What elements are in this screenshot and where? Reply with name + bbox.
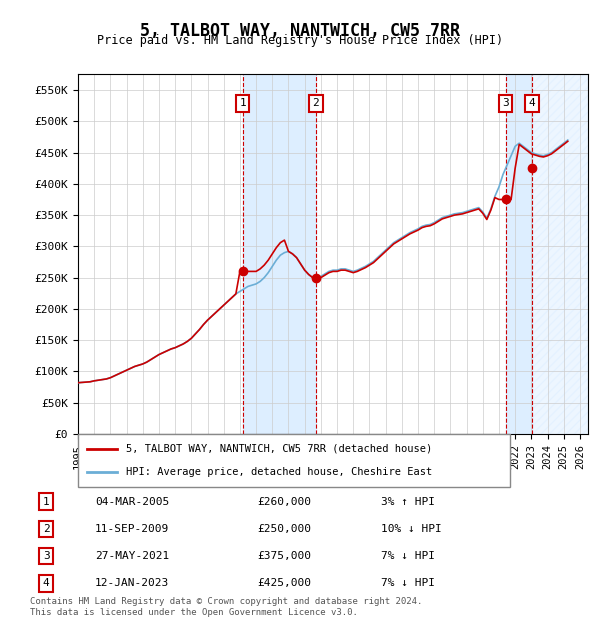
Text: £260,000: £260,000: [257, 497, 311, 507]
Text: Contains HM Land Registry data © Crown copyright and database right 2024.
This d: Contains HM Land Registry data © Crown c…: [30, 598, 422, 617]
Text: 3: 3: [502, 98, 509, 108]
Text: 4: 4: [43, 578, 50, 588]
Text: 3% ↑ HPI: 3% ↑ HPI: [381, 497, 435, 507]
Text: 3: 3: [43, 551, 50, 561]
Text: 27-MAY-2021: 27-MAY-2021: [95, 551, 169, 561]
Text: 1: 1: [43, 497, 50, 507]
Text: 1: 1: [239, 98, 246, 108]
Text: 10% ↓ HPI: 10% ↓ HPI: [381, 524, 442, 534]
Bar: [506, 74, 532, 434]
Text: Price paid vs. HM Land Registry's House Price Index (HPI): Price paid vs. HM Land Registry's House …: [97, 34, 503, 47]
Text: 7% ↓ HPI: 7% ↓ HPI: [381, 578, 435, 588]
Text: £375,000: £375,000: [257, 551, 311, 561]
Text: 12-JAN-2023: 12-JAN-2023: [95, 578, 169, 588]
Text: 11-SEP-2009: 11-SEP-2009: [95, 524, 169, 534]
Text: 4: 4: [529, 98, 535, 108]
FancyBboxPatch shape: [78, 434, 510, 487]
Text: £250,000: £250,000: [257, 524, 311, 534]
Bar: [532, 74, 588, 434]
Text: 2: 2: [313, 98, 319, 108]
Text: £425,000: £425,000: [257, 578, 311, 588]
Bar: [242, 74, 316, 434]
Text: 7% ↓ HPI: 7% ↓ HPI: [381, 551, 435, 561]
Text: HPI: Average price, detached house, Cheshire East: HPI: Average price, detached house, Ches…: [125, 467, 432, 477]
Text: 5, TALBOT WAY, NANTWICH, CW5 7RR (detached house): 5, TALBOT WAY, NANTWICH, CW5 7RR (detach…: [125, 444, 432, 454]
Text: 04-MAR-2005: 04-MAR-2005: [95, 497, 169, 507]
Text: 5, TALBOT WAY, NANTWICH, CW5 7RR: 5, TALBOT WAY, NANTWICH, CW5 7RR: [140, 22, 460, 40]
Text: 2: 2: [43, 524, 50, 534]
